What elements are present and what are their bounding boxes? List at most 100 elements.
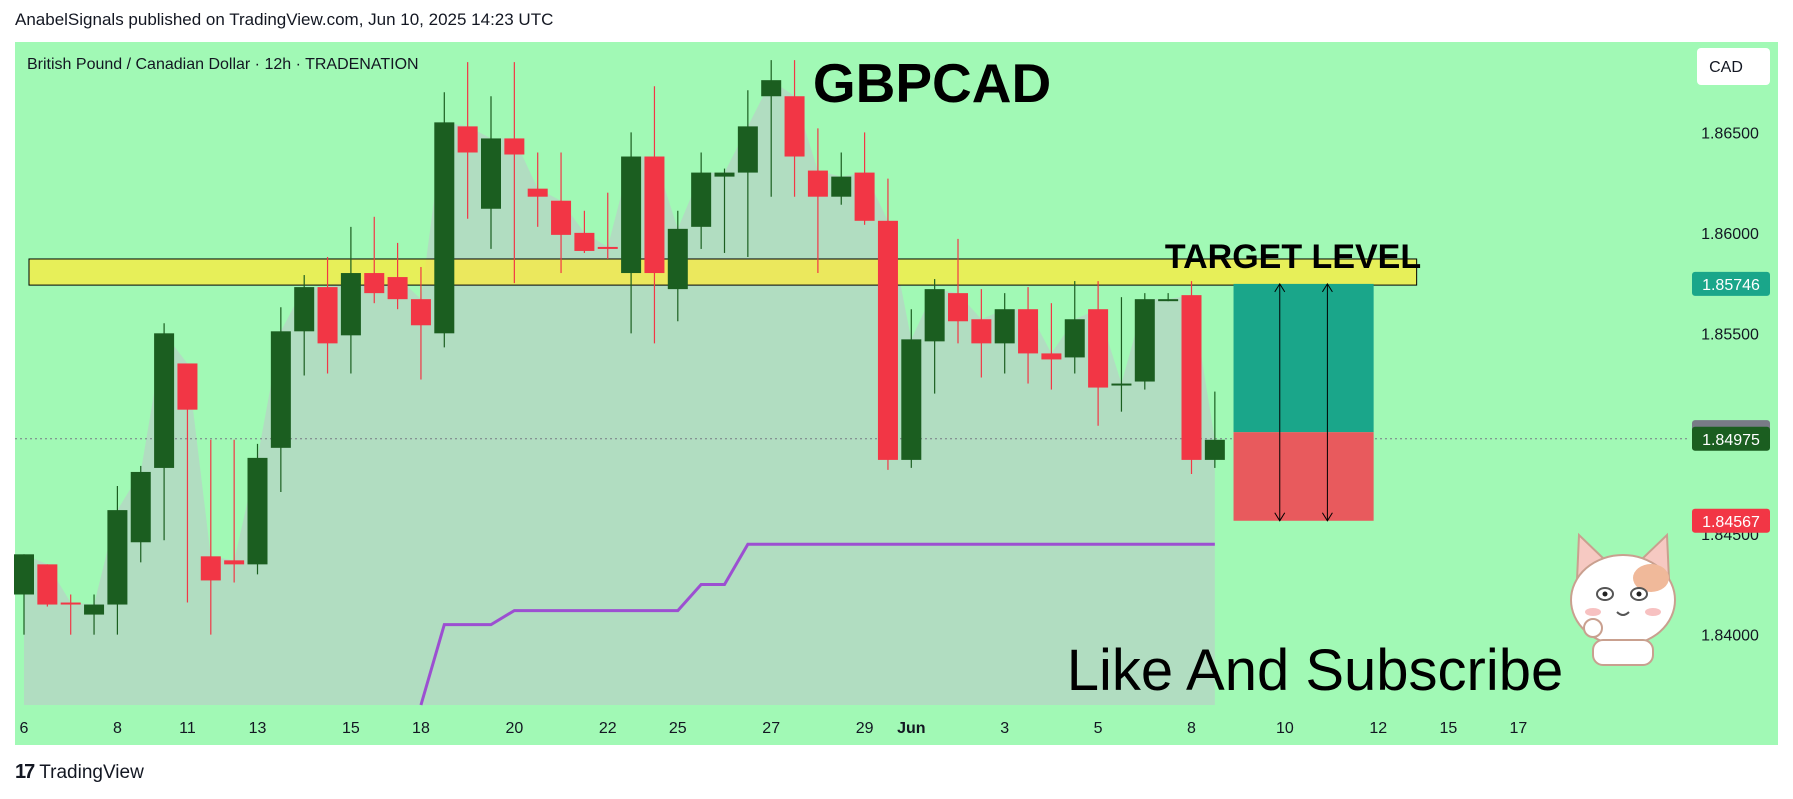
candle bbox=[1134, 293, 1155, 390]
candle bbox=[527, 152, 548, 227]
x-tick-label: 8 bbox=[113, 720, 122, 737]
tradingview-logo-icon: 17 bbox=[15, 761, 35, 783]
candle bbox=[574, 210, 595, 253]
price-tag-bg bbox=[1692, 508, 1770, 533]
candle-body bbox=[294, 287, 315, 332]
candle bbox=[481, 96, 501, 249]
candle-body bbox=[714, 172, 735, 177]
candle-body bbox=[270, 331, 291, 448]
candle bbox=[1018, 287, 1039, 384]
candle-body bbox=[761, 80, 782, 97]
candle bbox=[60, 594, 81, 635]
candle-body bbox=[737, 126, 758, 173]
candle bbox=[807, 128, 828, 274]
candle bbox=[37, 564, 58, 607]
x-tick-label: 11 bbox=[179, 720, 196, 737]
candle bbox=[457, 62, 478, 219]
candle bbox=[434, 92, 455, 348]
x-tick-label: 20 bbox=[505, 720, 523, 737]
x-tick-label: 3 bbox=[1000, 720, 1009, 737]
candle-body bbox=[667, 228, 688, 290]
like-subscribe-annotation: Like And Subscribe bbox=[1067, 638, 1564, 703]
candle-body bbox=[994, 309, 1015, 344]
candle-body bbox=[527, 188, 548, 197]
price-cloud bbox=[24, 80, 1215, 705]
candle-body bbox=[1064, 319, 1085, 358]
candle bbox=[877, 178, 898, 470]
candle bbox=[691, 152, 712, 249]
x-tick-label: 29 bbox=[856, 720, 874, 737]
target-level-label: TARGET LEVEL bbox=[1165, 238, 1421, 276]
profit-zone[interactable] bbox=[1233, 283, 1374, 433]
arrow-down-icon bbox=[1321, 512, 1333, 522]
candle bbox=[597, 192, 618, 259]
candle-body bbox=[621, 156, 642, 274]
price-tag-bg bbox=[1692, 271, 1770, 296]
candle bbox=[154, 323, 175, 541]
candle-body bbox=[504, 138, 525, 155]
candle bbox=[924, 279, 945, 394]
candle bbox=[1204, 391, 1225, 468]
target-band-layer bbox=[28, 258, 1418, 286]
candle-body bbox=[457, 126, 478, 153]
arrow-up-icon bbox=[1321, 282, 1333, 293]
candle-body bbox=[691, 172, 712, 227]
candle-body bbox=[1134, 299, 1155, 382]
candle bbox=[177, 363, 198, 603]
candle bbox=[247, 443, 268, 575]
x-tick-label: 10 bbox=[1276, 720, 1294, 737]
candle-body bbox=[644, 156, 665, 274]
price-tag-label: 1.85746 bbox=[1702, 277, 1760, 294]
price-tag-label: 1.84975 bbox=[1702, 432, 1760, 449]
candles bbox=[14, 60, 1225, 635]
candle bbox=[107, 486, 128, 635]
candle-body bbox=[574, 232, 595, 251]
candle bbox=[1158, 293, 1179, 302]
price-tag-label: 1.84567 bbox=[1702, 514, 1760, 531]
x-tick-label: 17 bbox=[1510, 720, 1528, 737]
candle-body bbox=[340, 273, 361, 336]
candle-body bbox=[877, 220, 898, 460]
candle bbox=[364, 216, 385, 304]
candle-body bbox=[807, 170, 828, 197]
position-zone-layer[interactable] bbox=[1233, 282, 1374, 522]
x-tick-label: 8 bbox=[1187, 720, 1196, 737]
x-tick-label: 6 bbox=[20, 720, 29, 737]
trailing-line-layer bbox=[419, 542, 1215, 706]
candle-body bbox=[84, 604, 105, 615]
candle bbox=[971, 289, 992, 378]
trailing-stop-line bbox=[419, 542, 1215, 706]
price-tag: 1.85746 bbox=[1692, 271, 1770, 296]
candle bbox=[504, 62, 525, 284]
candle bbox=[84, 594, 105, 635]
footer-brand[interactable]: 17 TradingView bbox=[15, 761, 144, 784]
candle-body bbox=[1204, 439, 1225, 460]
candle-body bbox=[317, 287, 338, 344]
candle-body bbox=[14, 554, 34, 595]
candle bbox=[784, 60, 805, 197]
axes: 1.865001.860001.855001.845001.840001.857… bbox=[20, 125, 1770, 737]
loss-zone[interactable] bbox=[1233, 432, 1374, 521]
candle-body bbox=[1158, 299, 1179, 302]
candle-body bbox=[247, 457, 268, 565]
chart-title: GBPCAD bbox=[813, 52, 1051, 114]
candle bbox=[551, 152, 572, 274]
y-tick-label: 1.85500 bbox=[1701, 326, 1759, 343]
candle bbox=[831, 152, 852, 205]
candle bbox=[317, 256, 338, 374]
y-tick-label: 1.86500 bbox=[1701, 125, 1759, 142]
currency-button[interactable]: CAD bbox=[1697, 48, 1770, 85]
candle bbox=[200, 439, 221, 635]
candle-body bbox=[481, 138, 501, 209]
arrow-up-icon bbox=[1274, 282, 1286, 293]
candle-body bbox=[1041, 353, 1062, 360]
candle bbox=[714, 168, 735, 253]
candle-body bbox=[130, 471, 151, 543]
candle-body bbox=[1111, 383, 1132, 386]
x-tick-label: 15 bbox=[342, 720, 360, 737]
candle-body bbox=[948, 293, 968, 322]
candle-body bbox=[551, 200, 572, 235]
price-tag: 1.84567 bbox=[1692, 508, 1770, 533]
candle-body bbox=[901, 339, 922, 460]
